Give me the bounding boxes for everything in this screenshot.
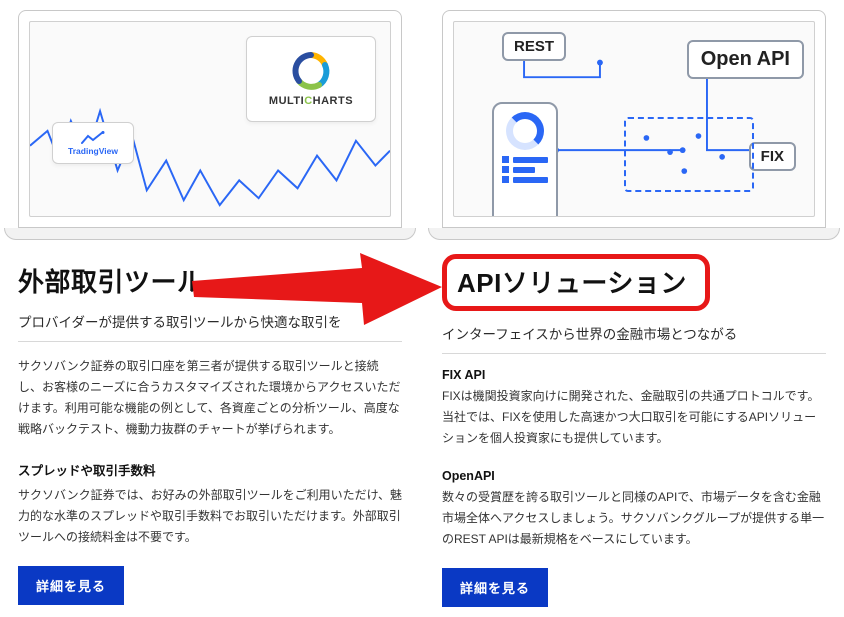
external-tools-cta[interactable]: 詳細を見る xyxy=(18,566,124,605)
openapi-body: 数々の受賞歴を誇る取引ツールと同様のAPIで、市場データを含む金融市場全体へアク… xyxy=(442,487,826,550)
fix-api-body: FIXは機関投資家向けに開発された、金融取引の共通プロトコルです。当社では、FI… xyxy=(442,386,826,449)
laptop-base-left xyxy=(4,228,416,240)
multicharts-icon xyxy=(289,51,333,91)
phone-mockup xyxy=(492,102,558,217)
spread-fees-body: サクソバンク証券では、お好みの外部取引ツールをご利用いただけ、魅力的な水準のスプ… xyxy=(18,485,402,548)
api-solutions-column: REST Open API FIX xyxy=(442,10,826,607)
openapi-pill: Open API xyxy=(687,40,804,79)
dashed-box xyxy=(624,117,754,192)
donut-chart-icon xyxy=(506,112,544,150)
multicharts-badge: MULTICHARTS xyxy=(246,36,376,122)
api-solutions-cta[interactable]: 詳細を見る xyxy=(442,568,548,607)
fix-api-label: FIX API xyxy=(442,368,826,382)
tradingview-icon xyxy=(81,131,105,145)
tradingview-badge: TradingView xyxy=(52,122,134,164)
laptop-base-right xyxy=(428,228,840,240)
tradingview-label: TradingView xyxy=(68,146,118,156)
laptop-illustration-right: REST Open API FIX xyxy=(442,10,826,228)
laptop-illustration-left: TradingView MULTICHARTS xyxy=(18,10,402,228)
callout-arrow xyxy=(192,253,442,325)
spread-fees-label: スプレッドや取引手数料 xyxy=(18,460,402,479)
rest-pill: REST xyxy=(502,32,566,61)
multicharts-label: MULTICHARTS xyxy=(269,95,353,107)
api-solutions-subheading: インターフェイスから世界の金融市場とつながる xyxy=(442,323,826,354)
external-tools-body: サクソバンク証券の取引口座を第三者が提供する取引ツールと接続し、お客様のニーズに… xyxy=(18,356,402,440)
fix-pill: FIX xyxy=(749,142,796,171)
api-solutions-heading: APIソリューション xyxy=(442,254,826,311)
openapi-label: OpenAPI xyxy=(442,469,826,483)
